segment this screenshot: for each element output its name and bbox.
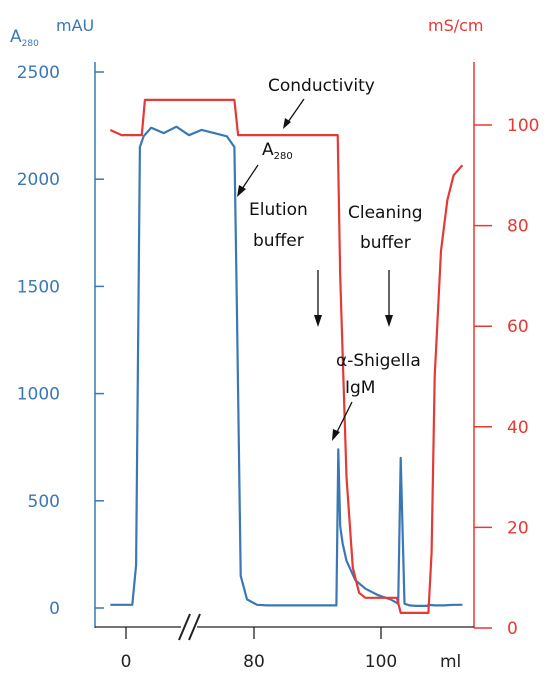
a280-arrowhead [237, 185, 246, 197]
conductivity-label: Conductivity [268, 76, 375, 96]
right-tick-label: 60 [507, 317, 529, 337]
conductivity-arrowhead [283, 118, 291, 129]
left-axis-ticks: 0 500 1000 1500 2000 2500 [17, 63, 104, 619]
series-line-a280 [110, 125, 463, 607]
right-tick-label: 40 [507, 418, 529, 438]
left-tick-label: 2000 [17, 170, 60, 190]
series-line-conductivity [109, 98, 464, 614]
right-axis-unit: mS/cm [428, 16, 484, 35]
right-tick-label: 20 [507, 518, 529, 538]
left-tick-label: 0 [49, 599, 60, 619]
igm-arrow [334, 401, 353, 437]
left-tick-label: 1500 [17, 277, 60, 297]
elution-arrowhead [314, 315, 322, 327]
annotations: Conductivity A280 Elution buffer Cleanin… [237, 76, 423, 441]
igm-label-line-2: IgM [345, 378, 375, 398]
axis-break-mark-2 [188, 613, 201, 641]
right-tick-label: 80 [507, 217, 529, 237]
left-tick-label: 1000 [17, 385, 60, 405]
cleaning-label-line-1: Cleaning [348, 203, 423, 223]
right-tick-label: 0 [507, 619, 518, 639]
igm-arrowhead [332, 429, 340, 441]
elution-label-line-2: buffer [253, 231, 304, 251]
left-axis-label: A280 [10, 27, 39, 49]
right-axis-ticks: 0 20 40 60 80 100 [474, 116, 539, 639]
a280-label: A280 [262, 140, 293, 162]
left-axis-unit: mAU [56, 16, 94, 35]
x-tick-label: 100 [365, 652, 397, 672]
axis-break-mark-1 [178, 613, 191, 641]
left-tick-label: 2500 [17, 63, 60, 83]
cleaning-label-line-2: buffer [360, 233, 411, 253]
left-tick-label: 500 [28, 492, 60, 512]
x-axis-unit: ml [440, 652, 461, 672]
right-tick-label: 100 [507, 116, 539, 136]
conductivity-arrow [285, 98, 305, 126]
axes [94, 62, 475, 641]
x-axis-ticks: 0 80 100 [121, 627, 397, 672]
cleaning-arrowhead [385, 315, 393, 327]
igm-label-line-1: α-Shigella [336, 351, 421, 371]
x-tick-label: 0 [121, 652, 132, 672]
x-tick-label: 80 [243, 652, 265, 672]
elution-label-line-1: Elution [249, 200, 308, 220]
